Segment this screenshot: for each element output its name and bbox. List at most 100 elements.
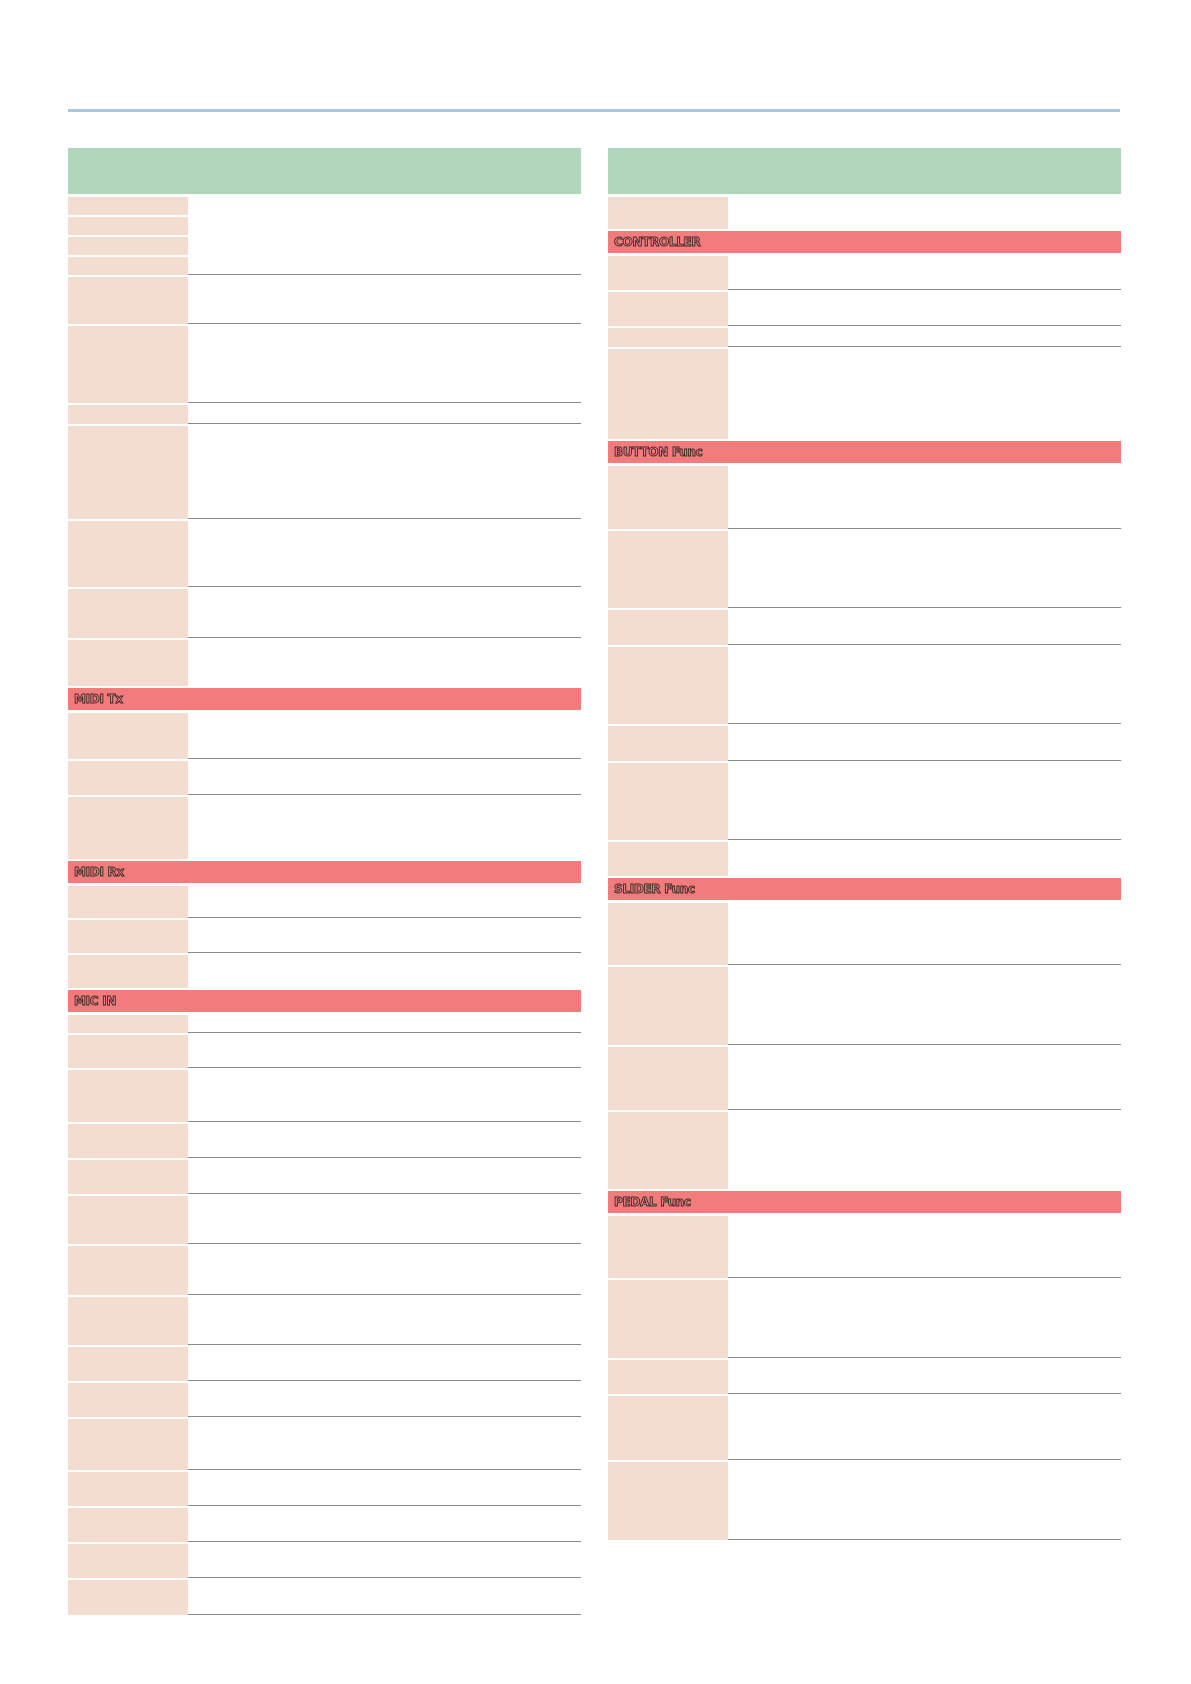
section-header-controller: CONTROLLER xyxy=(608,231,1121,253)
param-name-cell xyxy=(68,797,188,859)
param-value-cell xyxy=(188,589,581,638)
param-name-cell xyxy=(68,761,188,795)
param-name-cell xyxy=(68,426,188,519)
param-value-cell xyxy=(728,1047,1121,1110)
param-name-cell xyxy=(68,1124,188,1158)
section-header-midi-tx: MIDI Tx xyxy=(68,688,581,710)
param-name-cell xyxy=(68,1196,188,1244)
param-value-cell xyxy=(728,1462,1121,1540)
param-value-cell xyxy=(188,1160,581,1194)
param-value-cell xyxy=(728,1112,1121,1189)
param-name-cell xyxy=(68,1383,188,1417)
param-value-cell xyxy=(728,1396,1121,1460)
param-name-cell xyxy=(68,1419,188,1470)
section-header-mic-in: MIC IN xyxy=(68,990,581,1012)
param-value-cell xyxy=(728,531,1121,608)
top-rule xyxy=(68,109,1120,112)
table-row xyxy=(608,292,1121,326)
param-value-cell xyxy=(188,761,581,795)
table-row xyxy=(68,1070,581,1122)
param-value-cell xyxy=(728,647,1121,724)
table-row xyxy=(68,1508,581,1542)
table-row xyxy=(608,842,1121,876)
param-value-cell xyxy=(728,903,1121,965)
param-name-cell xyxy=(608,1360,728,1394)
table-row xyxy=(608,466,1121,529)
param-name-cell xyxy=(68,1347,188,1381)
param-value-cell xyxy=(728,1360,1121,1394)
param-name-cell xyxy=(608,349,728,439)
param-name-cell xyxy=(68,1472,188,1506)
table-row xyxy=(68,257,581,275)
param-value-cell xyxy=(188,1580,581,1615)
param-name-cell xyxy=(608,531,728,608)
param-value-cell xyxy=(728,726,1121,761)
table-row xyxy=(608,531,1121,608)
param-value-cell xyxy=(188,277,581,324)
param-name-cell xyxy=(68,521,188,587)
param-value-cell xyxy=(728,967,1121,1045)
param-value-cell xyxy=(188,1297,581,1345)
param-name-cell xyxy=(68,197,188,215)
table-row xyxy=(68,1196,581,1244)
table-row xyxy=(608,349,1121,439)
param-name-cell xyxy=(68,1297,188,1345)
param-name-cell xyxy=(608,292,728,326)
table-row xyxy=(68,1297,581,1345)
param-name-cell xyxy=(608,1047,728,1110)
table-row xyxy=(68,920,581,953)
table-header xyxy=(68,148,581,194)
table-row xyxy=(68,1383,581,1417)
param-value-cell xyxy=(728,1280,1121,1358)
table-row xyxy=(68,886,581,918)
param-value-cell xyxy=(728,466,1121,529)
section-header-midi-rx: MIDI Rx xyxy=(68,861,581,883)
param-value-cell xyxy=(188,521,581,587)
left-parameter-table: MIDI Tx MIDI Rx MIC IN xyxy=(68,148,581,1617)
right-parameter-table: CONTROLLER BUTTON Func SLIDER Func PEDAL… xyxy=(608,148,1121,1542)
table-row xyxy=(608,726,1121,761)
table-row xyxy=(68,955,581,988)
param-value-cell xyxy=(188,426,581,519)
table-row xyxy=(68,1015,581,1033)
param-value-cell xyxy=(188,1544,581,1578)
param-name-cell xyxy=(608,726,728,761)
table-row xyxy=(68,1124,581,1158)
param-value-cell xyxy=(188,1196,581,1244)
section-header-pedal-func: PEDAL Func xyxy=(608,1191,1121,1213)
param-value-cell xyxy=(188,1508,581,1542)
param-name-cell xyxy=(68,257,188,275)
param-value-cell xyxy=(188,257,581,275)
param-value-cell xyxy=(728,349,1121,439)
table-row xyxy=(68,237,581,255)
section-header-button-func: BUTTON Func xyxy=(608,441,1121,463)
param-value-cell xyxy=(728,328,1121,347)
table-header xyxy=(608,148,1121,194)
param-value-cell xyxy=(188,1472,581,1506)
param-name-cell xyxy=(68,1580,188,1615)
param-name-cell xyxy=(68,1246,188,1295)
table-row xyxy=(608,967,1121,1045)
param-name-cell xyxy=(68,1035,188,1068)
param-value-cell xyxy=(188,1070,581,1122)
param-name-cell xyxy=(68,277,188,324)
param-value-cell xyxy=(728,763,1121,840)
param-name-cell xyxy=(68,920,188,953)
param-value-cell xyxy=(188,955,581,988)
param-name-cell xyxy=(68,237,188,255)
param-value-cell xyxy=(728,292,1121,326)
param-name-cell xyxy=(68,955,188,988)
param-name-cell xyxy=(608,763,728,840)
param-value-cell xyxy=(188,197,581,215)
param-name-cell xyxy=(608,466,728,529)
table-row xyxy=(68,1472,581,1506)
param-name-cell xyxy=(68,640,188,686)
table-row xyxy=(68,277,581,324)
table-row xyxy=(68,797,581,859)
table-row xyxy=(68,326,581,403)
table-row xyxy=(68,589,581,638)
table-row xyxy=(608,1396,1121,1460)
table-row xyxy=(68,640,581,686)
param-value-cell xyxy=(188,1383,581,1417)
param-name-cell xyxy=(68,326,188,403)
